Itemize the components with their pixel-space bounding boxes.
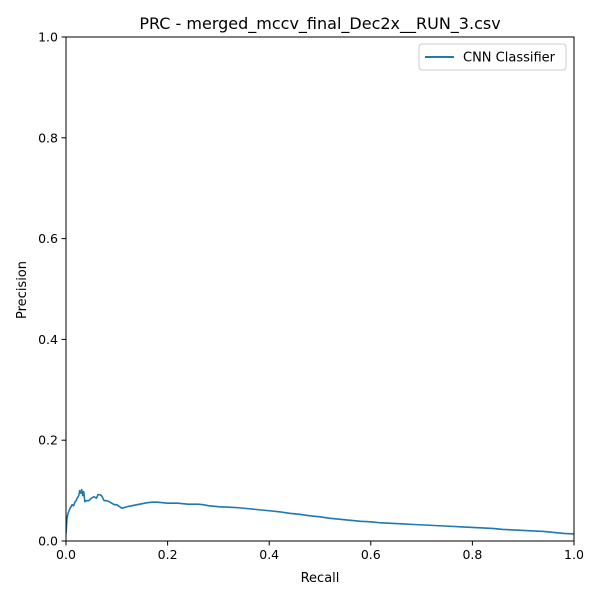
axes-layer: 0.0 0.2 0.4 0.6 0.8 1.0 0.0 0.2 0.4 0.6 0.8 1.0 xyxy=(38,30,584,563)
y-tick-label: 0.4 xyxy=(38,332,58,347)
y-tick-label: 0.2 xyxy=(38,433,58,448)
plot-layer xyxy=(66,488,574,535)
y-tick-label: 0.6 xyxy=(38,231,58,246)
series-line-cnn-classifier xyxy=(66,488,574,535)
legend-label-cnn-classifier: CNN Classifier xyxy=(463,51,556,66)
x-tick-label: 1.0 xyxy=(564,547,584,562)
x-tick-label: 0.0 xyxy=(56,547,76,562)
y-tick-label: 0.8 xyxy=(38,130,58,145)
y-axis-label: Precision xyxy=(15,261,30,319)
y-tick-label: 0.0 xyxy=(38,534,58,549)
x-tick-label: 0.6 xyxy=(361,547,381,562)
x-tick-label: 0.8 xyxy=(462,547,482,562)
legend-box xyxy=(418,43,567,71)
y-tick-label: 1.0 xyxy=(38,30,58,45)
chart-title: PRC - merged_mccv_final_Dec2x__RUN_3.csv xyxy=(139,14,500,34)
x-tick-label: 0.2 xyxy=(158,547,178,562)
x-tick-label: 0.4 xyxy=(259,547,279,562)
plot-frame xyxy=(65,36,575,542)
x-axis-label: Recall xyxy=(301,571,340,586)
legend: CNN Classifier xyxy=(418,43,567,71)
